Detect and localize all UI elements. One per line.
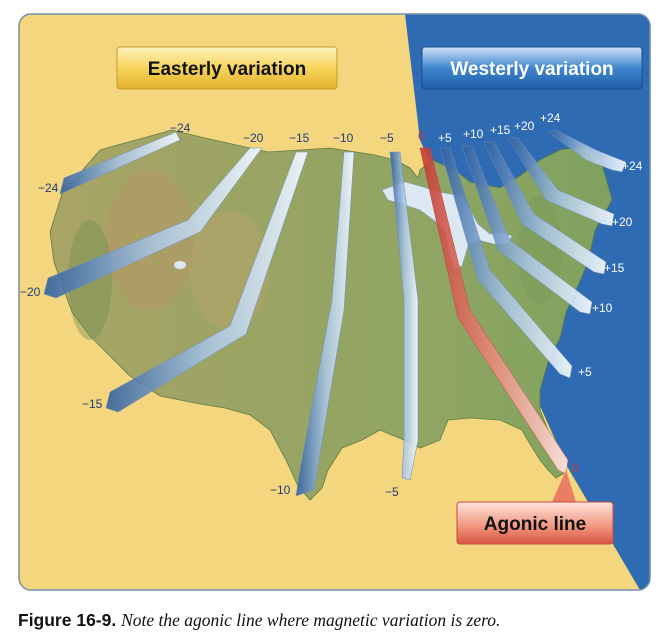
isogonic-band-pos24	[547, 129, 627, 173]
easterly-banner: Easterly variation	[116, 46, 338, 90]
panel-border	[18, 13, 651, 591]
map-panel	[19, 14, 650, 590]
isogonic-band-neg20	[43, 147, 263, 299]
isogonic-band-neg24	[59, 131, 181, 195]
great-salt-lake	[174, 261, 186, 269]
isogonic-band-neg10	[295, 151, 355, 497]
label-neg10-top: −10	[333, 131, 354, 145]
agonic-banner-pointer	[552, 470, 576, 502]
agonic-banner-text: Agonic line	[484, 514, 586, 535]
isogonic-band-pos15	[483, 141, 607, 275]
isogonic-band-pos5	[439, 147, 573, 379]
label-zero-bottom: 0	[572, 461, 579, 475]
westerly-banner-text: Westerly variation	[450, 59, 613, 80]
figure-number: Figure 16-9.	[18, 610, 117, 630]
label-neg15-top: −15	[289, 131, 310, 145]
label-pos10-top: +10	[463, 127, 484, 141]
isogonic-band-neg15	[105, 151, 309, 413]
westerly-banner: Westerly variation	[421, 46, 643, 90]
label-neg20-left: −20	[20, 285, 41, 299]
label-pos5-right: +5	[578, 365, 592, 379]
agonic-band	[419, 147, 569, 475]
label-pos24-right: +24	[622, 159, 643, 173]
label-neg20-top: −20	[243, 131, 264, 145]
figure-caption-text: Note the agonic line where magnetic vari…	[121, 610, 501, 630]
label-pos24-top: +24	[540, 111, 561, 125]
label-neg15-bottom: −15	[82, 397, 103, 411]
label-neg24-left: −24	[38, 181, 59, 195]
label-zero-top: 0	[418, 129, 425, 143]
label-pos15-right: +15	[604, 261, 625, 275]
label-neg5-top: −5	[380, 131, 394, 145]
label-neg24-top: −24	[170, 121, 191, 135]
label-pos15-top: +15	[490, 123, 511, 137]
isogonic-band-neg5	[389, 151, 419, 481]
agonic-banner: Agonic line	[456, 470, 614, 545]
isogonic-band-pos10	[461, 145, 593, 315]
isogonic-band-pos20	[507, 137, 615, 227]
label-pos5-top: +5	[438, 131, 452, 145]
isogonic-labels: −24 −24 −20 −20 −15 −15 −10 −10 −5 −5 0 …	[20, 111, 643, 499]
figure-caption: Figure 16-9. Note the agonic line where …	[18, 610, 658, 631]
easterly-banner-text: Easterly variation	[148, 59, 306, 80]
label-pos10-right: +10	[592, 301, 613, 315]
label-neg5-bottom: −5	[385, 485, 399, 499]
label-pos20-top: +20	[514, 119, 535, 133]
label-neg10-bottom: −10	[270, 483, 291, 497]
label-pos20-right: +20	[612, 215, 633, 229]
